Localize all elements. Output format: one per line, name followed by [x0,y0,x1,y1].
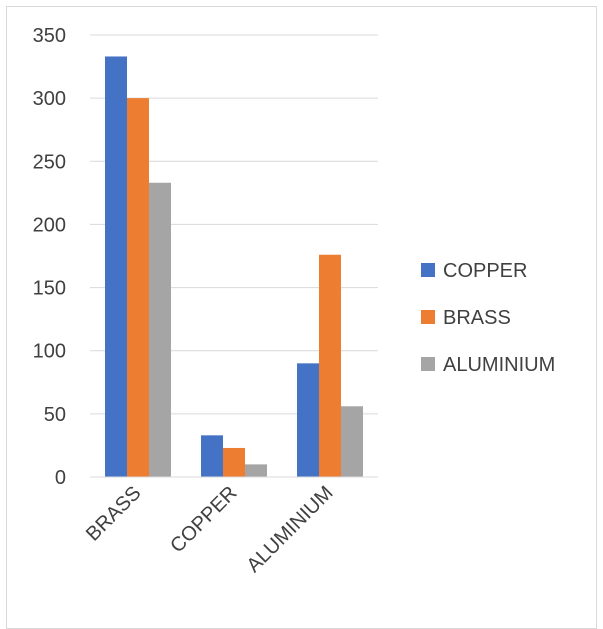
bar-aluminium-brass [149,182,171,478]
legend-swatch [421,263,435,277]
y-tick-label: 150 [33,278,66,300]
legend-swatch [421,310,435,324]
bar-copper-aluminium [297,363,319,477]
legend-label: ALUMINIUM [443,354,555,376]
y-tick-label: 50 [44,404,66,426]
y-tick-label: 0 [55,467,66,489]
x-tick-label: BRASS [82,482,146,546]
y-tick-label: 100 [33,341,66,363]
x-tick-label: ALUMINIUM [243,482,338,577]
bars [105,56,363,478]
y-axis-ticks: 0 50 100 150 200 250 300 350 [33,25,66,489]
bar-brass-brass [127,98,149,478]
bar-copper-brass [105,56,127,478]
bar-brass-copper [223,447,245,477]
bar-aluminium-copper [245,464,267,477]
chart-frame [6,6,597,629]
legend-label: COPPER [443,260,527,282]
legend-label: BRASS [443,307,511,329]
legend: COPPER BRASS ALUMINIUM [421,260,555,376]
x-tick-label: COPPER [166,482,241,557]
y-tick-label: 200 [33,214,66,236]
bar-copper-copper [201,435,223,477]
bar-aluminium-aluminium [341,406,363,477]
y-tick-label: 300 [33,88,66,110]
y-tick-label: 350 [33,25,66,47]
bar-brass-aluminium [319,254,341,477]
legend-swatch [421,357,435,371]
x-axis-ticks: BRASS COPPER ALUMINIUM [82,482,338,577]
y-tick-label: 250 [33,151,66,173]
